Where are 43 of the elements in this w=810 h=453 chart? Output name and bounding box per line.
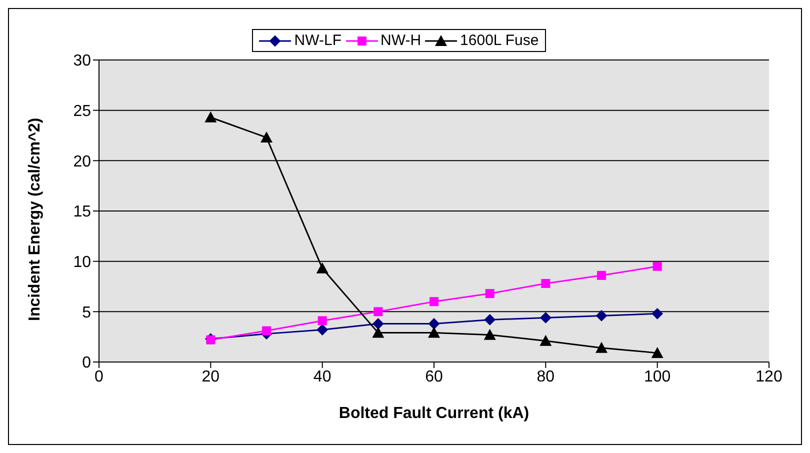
point — [484, 314, 496, 326]
point — [596, 342, 608, 353]
x-tick-label: 100 — [644, 368, 671, 386]
y-tick-label: 30 — [73, 52, 92, 70]
y-tick-label: 25 — [73, 103, 92, 120]
point — [374, 307, 383, 316]
y-axis-title: Incident Energy (cal/cm^2) — [26, 118, 44, 321]
point — [428, 326, 440, 338]
x-tick-label: 0 — [94, 368, 104, 386]
point — [318, 316, 327, 326]
x-axis-title: Bolted Fault Current (kA) — [338, 405, 530, 422]
point — [651, 346, 664, 358]
point — [316, 262, 328, 274]
x-tick-label: 60 — [425, 368, 443, 386]
point — [372, 326, 384, 338]
point — [540, 312, 552, 324]
point — [372, 318, 384, 330]
y-tick-label: 20 — [73, 153, 92, 170]
point — [262, 326, 271, 336]
point — [596, 310, 607, 322]
point — [540, 334, 552, 346]
y-tick-label: 5 — [82, 304, 92, 322]
point — [652, 262, 662, 271]
point — [428, 318, 440, 330]
point — [430, 297, 438, 306]
legend-label: NW-H — [380, 32, 422, 49]
point — [541, 278, 550, 288]
legend-label: NW-LF — [294, 32, 342, 49]
point — [316, 324, 328, 336]
x-tick-label: 80 — [536, 368, 555, 386]
point — [260, 132, 272, 143]
point — [597, 270, 606, 280]
point — [652, 308, 663, 320]
x-tick-label: 40 — [313, 368, 332, 386]
y-tick-label: 10 — [73, 254, 92, 272]
y-tick-label: 15 — [73, 204, 92, 221]
x-tick-label: 20 — [202, 368, 220, 386]
x-tick-label: 120 — [756, 368, 782, 386]
y-tick-label: 0 — [82, 354, 92, 372]
legend-label: 1600L Fuse — [460, 32, 539, 49]
point — [485, 289, 494, 298]
point — [204, 111, 217, 122]
point — [484, 328, 496, 340]
